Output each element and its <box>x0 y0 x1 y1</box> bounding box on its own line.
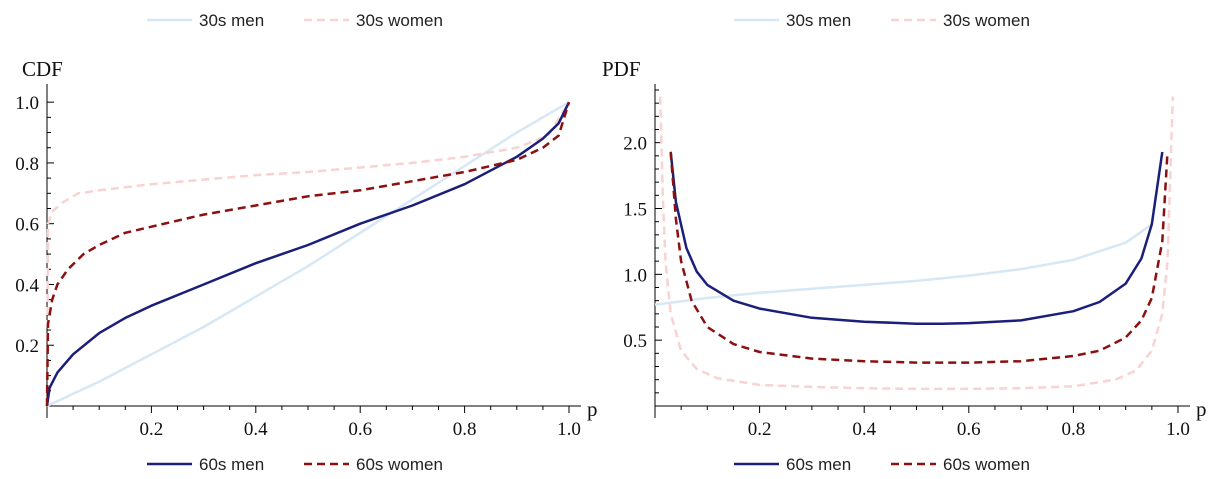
y-axis-label: PDF <box>602 57 641 81</box>
x-tick-label: 0.2 <box>748 419 772 440</box>
x-tick-label: 1.0 <box>557 419 581 440</box>
x-tick-label: 0.2 <box>140 419 164 440</box>
x-tick-label: 0.8 <box>1062 419 1086 440</box>
x-tick-label: 0.6 <box>957 419 981 440</box>
x-axis-label: p <box>1196 397 1207 421</box>
legend-top-left: 30s men 30s women <box>147 11 443 30</box>
legend-label-30s-men: 30s men <box>786 11 851 30</box>
x-tick-label: 0.4 <box>852 419 876 440</box>
series-line-60s-women <box>669 151 1169 364</box>
x-axis-label: p <box>587 397 598 421</box>
legend-label-60s-men: 60s men <box>786 455 851 474</box>
legend-bottom-left: 60s men 60s women <box>147 455 443 474</box>
y-tick-label: 1.0 <box>15 93 39 114</box>
x-tick-label: 0.4 <box>244 419 268 440</box>
pdf-plot: PDF p 0.2 0.4 0.6 0.8 1.0 0.5 1.0 1.5 2.0 <box>602 57 1207 440</box>
legend-label-30s-women: 30s women <box>943 11 1030 30</box>
y-axis-label: CDF <box>22 57 63 81</box>
series-line-30s-men <box>654 223 1153 306</box>
legend-label-60s-women: 60s women <box>356 455 443 474</box>
legend-label-30s-women: 30s women <box>356 11 443 30</box>
y-tick-label: 0.8 <box>15 154 39 175</box>
series-line-30s-women <box>658 96 1175 391</box>
y-tick-label: 2.0 <box>623 134 647 155</box>
series-line-60s-women <box>45 101 571 407</box>
y-tick-label: 1.5 <box>623 200 647 221</box>
legend-label-60s-women: 60s women <box>943 455 1030 474</box>
y-tick-label: 0.2 <box>15 336 39 357</box>
series-line-60s-men <box>45 101 571 407</box>
legend-bottom-right: 60s men 60s women <box>734 455 1030 474</box>
legend-label-60s-men: 60s men <box>199 455 264 474</box>
x-tick-label: 0.8 <box>453 419 477 440</box>
y-tick-label: 0.4 <box>15 275 39 296</box>
cdf-plot: CDF p 0.2 0.4 0.6 0.8 1.0 0.2 0.4 0.6 0.8 1.0 <box>15 57 597 440</box>
legend-top-right: 30s men 30s women <box>734 11 1030 30</box>
series-line-30s-men <box>46 101 570 408</box>
legend-label-30s-men: 30s men <box>199 11 264 30</box>
y-tick-label: 1.0 <box>623 265 647 286</box>
y-tick-label: 0.5 <box>623 331 647 352</box>
series-line-60s-men <box>669 151 1164 325</box>
series-line-30s-women <box>45 101 571 407</box>
x-tick-label: 0.6 <box>348 419 372 440</box>
x-tick-label: 1.0 <box>1166 419 1190 440</box>
y-tick-label: 0.6 <box>15 215 39 236</box>
